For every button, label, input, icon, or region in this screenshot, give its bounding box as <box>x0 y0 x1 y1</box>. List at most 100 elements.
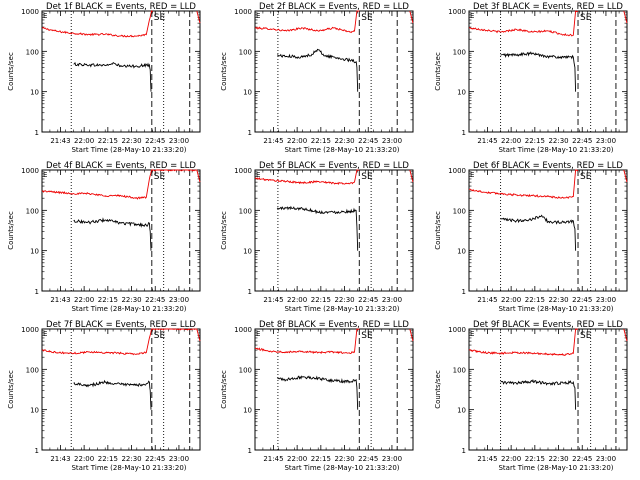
y-tick-label: 100 <box>26 366 39 374</box>
se-marker-label: SE <box>154 331 166 341</box>
events-series-line <box>73 379 152 410</box>
x-tick-label: 22:15 <box>98 137 118 145</box>
x-tick-label: 22:15 <box>525 455 545 463</box>
x-tick-label: 22:00 <box>501 296 521 304</box>
y-tick-label: 1000 <box>448 167 466 175</box>
y-tick-label: 100 <box>453 48 466 56</box>
x-tick-label: 22:00 <box>74 137 94 145</box>
se-marker-label: SE <box>154 172 166 182</box>
chart-title: Det 7f BLACK = Events, RED = LLD <box>46 320 196 330</box>
chart-panel-1: Det 1f BLACK = Events, RED = LLD Counts/s… <box>7 2 201 154</box>
y-tick-label: 1 <box>248 129 252 137</box>
x-tick-label: 23:00 <box>169 455 189 463</box>
x-axis-label: Start Time (28-May-10 21:33:20) <box>71 464 186 472</box>
x-tick-label: 22:45 <box>358 296 378 304</box>
chart-panel-9: Det 9f BLACK = Events, RED = LLD Counts/s… <box>434 320 628 472</box>
se-marker-label: SE <box>580 331 592 341</box>
chart-panel-7: Det 7f BLACK = Events, RED = LLD Counts/s… <box>7 320 201 472</box>
y-tick-label: 10 <box>243 89 252 97</box>
y-tick-label: 100 <box>239 366 252 374</box>
chart-title: Det 6f BLACK = Events, RED = LLD <box>473 161 623 171</box>
x-tick-label: 22:30 <box>334 296 354 304</box>
chart-title: Det 3f BLACK = Events, RED = LLD <box>473 2 623 12</box>
chart-title: Det 1f BLACK = Events, RED = LLD <box>46 2 196 12</box>
chart-title: Det 4f BLACK = Events, RED = LLD <box>46 161 196 171</box>
lld-series-line <box>254 328 414 355</box>
x-tick-label: 23:00 <box>382 455 402 463</box>
chart-panel-5: Det 5f BLACK = Events, RED = LLD Counts/s… <box>220 161 414 313</box>
y-tick-label: 1 <box>462 129 466 137</box>
x-tick-label: 22:30 <box>121 296 141 304</box>
y-axis-label: Counts/sec <box>7 211 15 250</box>
x-axis-label: Start Time (28-May-10 21:33:20) <box>71 305 186 313</box>
y-tick-label: 100 <box>239 48 252 56</box>
x-axis-label: Start Time (28-May-10 21:33:20) <box>71 146 186 154</box>
y-tick-label: 10 <box>243 248 252 256</box>
x-tick-label: 22:45 <box>145 455 165 463</box>
x-tick-label: 22:15 <box>525 296 545 304</box>
x-tick-label: 22:30 <box>334 137 354 145</box>
x-tick-label: 23:00 <box>596 455 616 463</box>
y-axis-label: Counts/sec <box>434 370 442 409</box>
y-tick-label: 10 <box>457 248 466 256</box>
y-tick-label: 1000 <box>234 8 252 16</box>
y-tick-label: 10 <box>457 89 466 97</box>
x-axis-label: Start Time (28-May-10 21:33:20) <box>284 305 399 313</box>
y-tick-label: 10 <box>243 407 252 415</box>
x-tick-label: 22:45 <box>145 296 165 304</box>
y-tick-label: 1000 <box>21 167 39 175</box>
x-tick-label: 22:15 <box>98 296 118 304</box>
y-tick-label: 10 <box>457 407 466 415</box>
x-tick-label: 22:30 <box>548 296 568 304</box>
lld-series-line <box>468 169 628 199</box>
y-axis-label: Counts/sec <box>434 52 442 91</box>
y-tick-label: 100 <box>239 207 252 215</box>
x-tick-label: 21:43 <box>50 137 70 145</box>
chart-title: Det 9f BLACK = Events, RED = LLD <box>473 320 623 330</box>
chart-title: Det 8f BLACK = Events, RED = LLD <box>259 320 409 330</box>
x-tick-label: 22:00 <box>74 455 94 463</box>
y-axis-label: Counts/sec <box>220 52 228 91</box>
x-tick-label: 22:30 <box>548 137 568 145</box>
corner-mark: E <box>470 171 474 179</box>
x-tick-label: 22:00 <box>287 296 307 304</box>
events-series-line <box>276 48 359 92</box>
corner-mark: E <box>470 12 474 20</box>
y-tick-label: 1 <box>35 288 39 296</box>
events-series-line <box>276 205 359 251</box>
x-tick-label: 21:45 <box>477 137 497 145</box>
y-axis-label: Counts/sec <box>7 52 15 91</box>
lld-series-line <box>254 10 414 34</box>
se-marker-label: SE <box>154 13 166 23</box>
chart-panel-6: Det 6f BLACK = Events, RED = LLD Counts/s… <box>434 161 628 313</box>
y-tick-label: 1000 <box>448 8 466 16</box>
se-marker-label: SE <box>361 172 373 182</box>
y-tick-label: 1 <box>35 129 39 137</box>
x-tick-label: 22:30 <box>334 455 354 463</box>
x-tick-label: 21:45 <box>263 455 283 463</box>
x-tick-label: 21:43 <box>50 455 70 463</box>
chart-panel-4: Det 4f BLACK = Events, RED = LLD Counts/s… <box>7 161 201 313</box>
events-series-line <box>500 214 577 251</box>
y-tick-label: 100 <box>453 207 466 215</box>
x-tick-label: 22:00 <box>501 137 521 145</box>
y-tick-label: 1 <box>462 447 466 455</box>
lld-series-line <box>254 169 414 186</box>
chart-title: Det 5f BLACK = Events, RED = LLD <box>259 161 409 171</box>
se-marker-label: SE <box>361 13 373 23</box>
x-tick-label: 22:00 <box>501 455 521 463</box>
x-tick-label: 21:45 <box>263 137 283 145</box>
corner-mark: E <box>43 171 47 179</box>
chart-panel-3: Det 3f BLACK = Events, RED = LLD Counts/s… <box>434 2 628 154</box>
x-tick-label: 22:00 <box>74 296 94 304</box>
x-axis-label: Start Time (28-May-10 21:33:20) <box>498 305 613 313</box>
x-tick-label: 22:00 <box>287 455 307 463</box>
x-tick-label: 21:45 <box>263 296 283 304</box>
corner-mark: E <box>43 330 47 338</box>
x-tick-label: 22:45 <box>358 137 378 145</box>
y-tick-label: 1 <box>35 447 39 455</box>
x-tick-label: 22:00 <box>287 137 307 145</box>
corner-mark: E <box>43 12 47 20</box>
